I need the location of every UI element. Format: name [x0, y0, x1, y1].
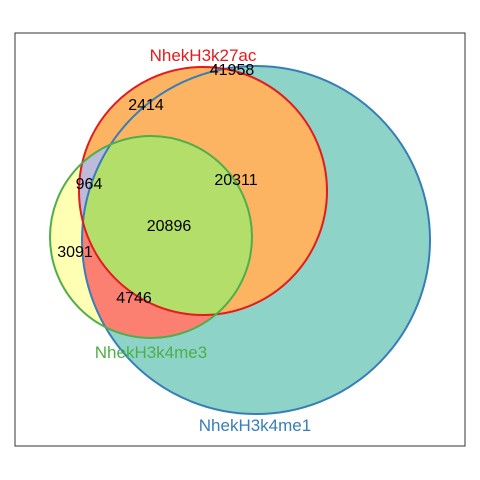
count-h3k4me3-only: 3091	[57, 244, 93, 261]
label-h3k4me1: NhekH3k4me1	[199, 416, 311, 435]
count-h3k4me1-h3k27ac: 20311	[214, 172, 257, 189]
count-h3k27ac-only: 2414	[128, 97, 164, 114]
outline-h3k4me3	[49, 135, 253, 339]
outline-h3k27ac	[78, 66, 328, 316]
count-triple: 20896	[147, 218, 192, 235]
label-h3k27ac: NhekH3k27ac	[150, 46, 257, 65]
plot-frame	[14, 32, 466, 447]
count-h3k27ac-h3k4me3: 964	[76, 176, 103, 193]
count-h3k4me1-h3k4me3: 4746	[116, 290, 152, 307]
count-h3k4me1-only: 41958	[210, 62, 255, 79]
outline-h3k4me1	[81, 65, 431, 415]
label-h3k4me3: NhekH3k4me3	[95, 343, 207, 362]
